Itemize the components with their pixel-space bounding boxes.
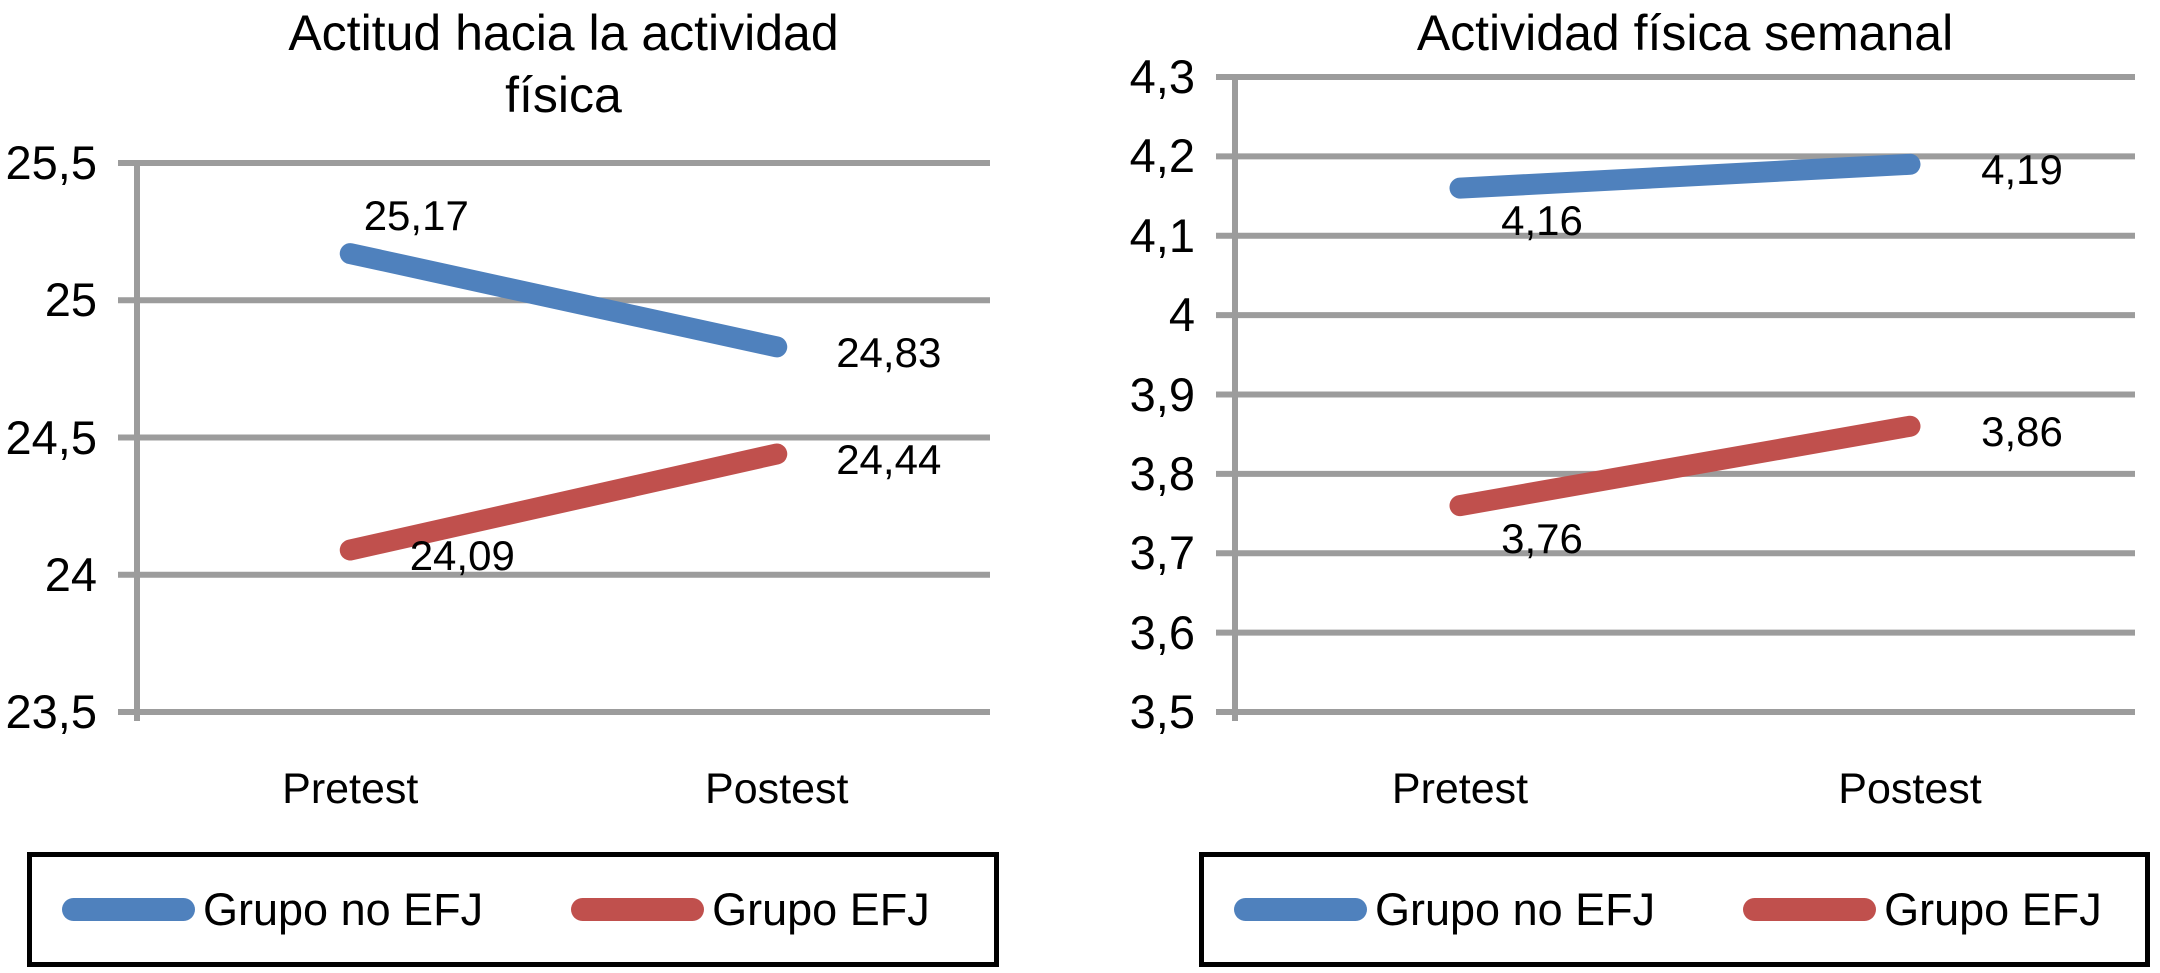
legend: Grupo no EFJ Grupo EFJ	[1199, 852, 2150, 967]
data-label: 24,83	[836, 328, 942, 376]
y-axis-label: 4,2	[1129, 129, 1195, 183]
data-label: 3,86	[1981, 408, 2063, 456]
y-axis-label: 4,3	[1129, 50, 1195, 103]
y-axis-label: 4,1	[1129, 208, 1195, 262]
chart-title-line: Actividad física semanal	[1416, 5, 1954, 61]
legend-swatch-grupo-no-efj	[1234, 898, 1367, 921]
legend: Grupo no EFJ Grupo EFJ	[27, 852, 999, 967]
y-axis-label: 25	[44, 273, 97, 327]
series-line-grupo-efj	[339, 443, 788, 561]
x-axis-label: Postest	[705, 765, 849, 813]
y-axis-label: 4	[1168, 288, 1195, 342]
plot-area	[118, 160, 990, 721]
y-axis-label: 24	[44, 547, 97, 601]
y-axis-label: 3,5	[1129, 685, 1195, 738]
series-line-grupo-no-efj	[339, 243, 788, 358]
y-axis-label: 3,6	[1129, 605, 1195, 659]
y-axis-label: 3,8	[1129, 446, 1195, 500]
data-label: 4,16	[1501, 197, 1583, 245]
legend-label: Grupo no EFJ	[1375, 883, 1656, 935]
y-axis-label: 24,5	[5, 410, 97, 464]
legend-item-grupo-no-efj: Grupo no EFJ	[62, 883, 484, 935]
data-label: 24,44	[836, 435, 942, 483]
x-axis-label: Postest	[1838, 765, 1982, 813]
legend-label: Grupo EFJ	[712, 883, 930, 935]
x-axis-label: Pretest	[282, 765, 419, 813]
chart-actitud-fisica: Actitud hacia la actividad física 23,5 24 24…	[5, 5, 999, 967]
data-label: 24,09	[409, 532, 515, 580]
chart-title-line: Actitud hacia la actividad	[288, 5, 839, 61]
data-label: 3,76	[1501, 514, 1583, 562]
data-label: 25,17	[363, 191, 469, 239]
y-axis-label: 3,7	[1129, 526, 1195, 580]
chart-actividad-semanal: Actividad física semanal 3,5 3,6 3,7 3,8 3,9 4…	[1080, 0, 2160, 973]
series-line-grupo-no-efj	[1449, 153, 1921, 199]
plot-area	[1216, 74, 2135, 721]
legend-label: Grupo EFJ	[1884, 883, 2102, 935]
legend-swatch-grupo-efj	[571, 898, 705, 921]
series-line-grupo-efj	[1449, 415, 1921, 517]
x-axis-label: Pretest	[1391, 765, 1529, 813]
legend-swatch-grupo-no-efj	[62, 898, 195, 921]
legend-label: Grupo no EFJ	[203, 883, 484, 935]
chart-title-line: física	[505, 67, 622, 123]
legend-item-grupo-efj: Grupo EFJ	[1743, 883, 2102, 935]
legend-item-grupo-no-efj: Grupo no EFJ	[1234, 883, 1656, 935]
legend-item-grupo-efj: Grupo EFJ	[571, 883, 930, 935]
data-label: 4,19	[1981, 146, 2063, 194]
y-axis-label: 3,9	[1129, 367, 1195, 421]
y-axis-label: 25,5	[5, 136, 97, 189]
legend-swatch-grupo-efj	[1743, 898, 1877, 921]
y-axis-label: 23,5	[5, 685, 97, 738]
